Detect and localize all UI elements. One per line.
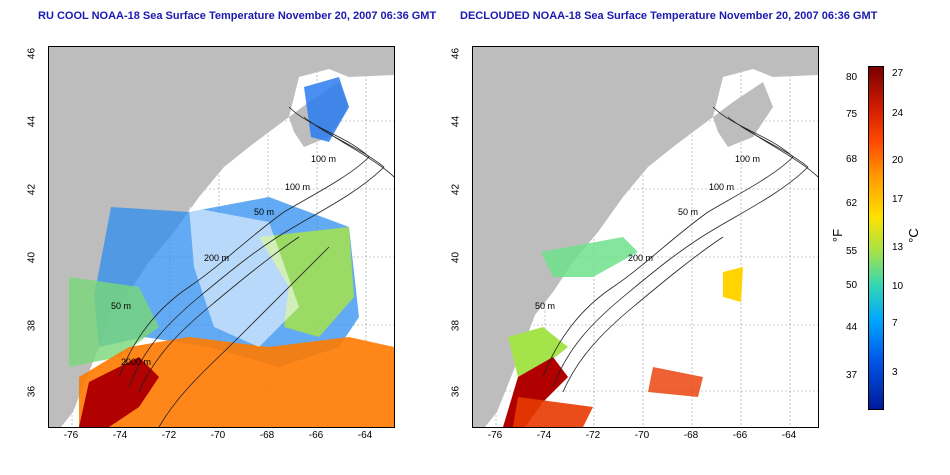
y-tick: 38 — [450, 319, 462, 332]
x-tick: -66 — [308, 430, 324, 441]
left-map-svg: 100 m 100 m 50 m 200 m 50 m 2000 m — [49, 47, 394, 427]
isobath-2000m — [158, 246, 330, 427]
left-map-title: RU COOL NOAA-18 Sea Surface Temperature … — [38, 10, 437, 22]
isobath-label-6: 2000 m — [121, 357, 151, 367]
f-tick: 68 — [846, 154, 858, 165]
x-tick: -64 — [781, 430, 797, 441]
x-tick: -74 — [112, 430, 128, 441]
unit-fahrenheit: °F — [830, 228, 846, 243]
x-tick: -70 — [634, 430, 650, 441]
f-tick: 37 — [846, 370, 858, 381]
isobath-label-1: 100 m — [735, 154, 760, 164]
sst-coastal-band — [508, 327, 568, 377]
sst-white-gaps — [189, 207, 299, 347]
sst-warm-blotches — [513, 397, 593, 427]
c-tick: 3 — [892, 367, 898, 378]
isobath-label-3: 50 m — [254, 207, 274, 217]
isobath-label-1: 100 m — [311, 154, 336, 164]
f-tick: 80 — [846, 72, 858, 83]
isobath-label-5: 50 m — [535, 301, 555, 311]
sst-northeast-patch — [304, 77, 349, 142]
isobath-200m — [138, 126, 394, 393]
isobath-label-4: 200 m — [204, 253, 229, 263]
f-tick: 62 — [846, 198, 858, 209]
c-tick: 7 — [892, 318, 898, 329]
x-tick: -72 — [585, 430, 601, 441]
y-tick: 46 — [450, 47, 462, 60]
right-map: 100 m 100 m 50 m 200 m 50 m — [472, 46, 819, 428]
sst-mid-region — [259, 227, 354, 337]
right-map-title: DECLOUDED NOAA-18 Sea Surface Temperatur… — [460, 10, 878, 22]
sst-east-warm — [648, 367, 703, 397]
isobath-50m — [118, 106, 370, 378]
y-tick: 36 — [450, 385, 462, 398]
y-tick: 44 — [26, 115, 38, 128]
f-tick: 44 — [846, 322, 858, 333]
y-tick: 42 — [450, 183, 462, 196]
right-map-svg: 100 m 100 m 50 m 200 m 50 m — [473, 47, 818, 427]
isobath-100m — [552, 116, 809, 388]
left-map: 100 m 100 m 50 m 200 m 50 m 2000 m — [48, 46, 395, 428]
land-mass — [49, 47, 394, 427]
x-tick: -70 — [210, 430, 226, 441]
x-tick: -76 — [487, 430, 503, 441]
y-tick: 38 — [26, 319, 38, 332]
temperature-colorbar — [868, 66, 884, 410]
isobath-50m — [542, 106, 794, 378]
x-tick: -76 — [63, 430, 79, 441]
y-tick: 44 — [450, 115, 462, 128]
f-tick: 55 — [846, 246, 858, 257]
isobath-label-2: 100 m — [709, 182, 734, 192]
isobath-200m — [562, 126, 818, 393]
x-tick: -72 — [161, 430, 177, 441]
isobath-label-2: 100 m — [285, 182, 310, 192]
x-tick: -68 — [683, 430, 699, 441]
f-tick: 75 — [846, 109, 858, 120]
x-tick: -74 — [536, 430, 552, 441]
f-tick: 50 — [846, 280, 858, 291]
y-tick: 40 — [450, 251, 462, 264]
isobath-label-5: 50 m — [111, 301, 131, 311]
nova-scotia — [713, 82, 773, 147]
c-tick: 17 — [892, 194, 904, 205]
x-tick: -66 — [732, 430, 748, 441]
y-tick: 36 — [26, 385, 38, 398]
land-mass — [473, 47, 818, 427]
y-tick: 46 — [26, 47, 38, 60]
c-tick: 10 — [892, 281, 904, 292]
c-tick: 20 — [892, 155, 904, 166]
sst-hot-core — [79, 357, 159, 427]
sst-green-patch — [541, 237, 638, 277]
y-tick: 42 — [26, 183, 38, 196]
isobath-label-4: 200 m — [628, 253, 653, 263]
x-tick: -64 — [357, 430, 373, 441]
isobath-label-3: 50 m — [678, 207, 698, 217]
y-tick: 40 — [26, 251, 38, 264]
sst-green-band — [69, 277, 159, 367]
unit-celsius: °C — [905, 228, 921, 243]
c-tick: 13 — [892, 242, 904, 253]
c-tick: 24 — [892, 108, 904, 119]
sst-yellow-patch — [723, 267, 743, 302]
isobath-100m — [128, 116, 385, 388]
x-tick: -68 — [259, 430, 275, 441]
c-tick: 27 — [892, 68, 904, 79]
